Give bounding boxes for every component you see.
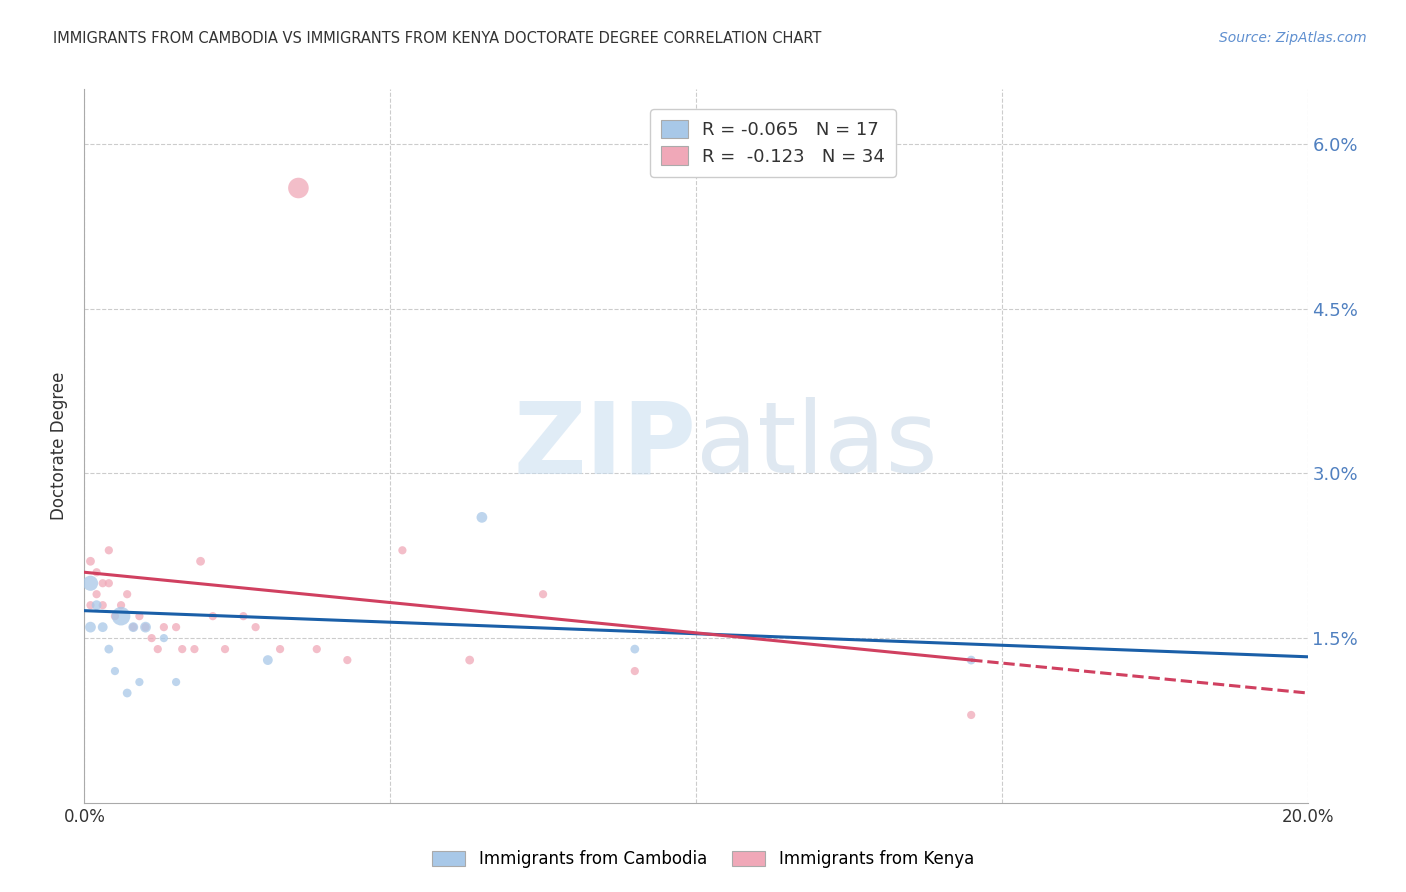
Point: [214, 642, 236, 657]
Point: [128, 675, 150, 690]
Point: [79, 598, 101, 612]
Point: [110, 609, 132, 624]
Point: [86, 566, 108, 580]
Point: [172, 642, 194, 657]
Legend: R = -0.065   N = 17, R =  -0.123   N = 34: R = -0.065 N = 17, R = -0.123 N = 34: [650, 109, 896, 177]
Y-axis label: Doctorate Degree: Doctorate Degree: [51, 372, 69, 520]
Text: ZIP: ZIP: [513, 398, 696, 494]
Point: [79, 620, 101, 634]
Point: [458, 653, 481, 667]
Point: [391, 543, 413, 558]
Point: [153, 631, 176, 645]
Point: [190, 554, 212, 568]
Point: [86, 587, 108, 601]
Point: [104, 664, 127, 678]
Point: [86, 598, 108, 612]
Point: [305, 642, 328, 657]
Point: [122, 620, 145, 634]
Point: [471, 510, 494, 524]
Text: atlas: atlas: [696, 398, 938, 494]
Point: [165, 675, 187, 690]
Point: [97, 543, 120, 558]
Point: [104, 609, 127, 624]
Point: [128, 609, 150, 624]
Point: [624, 664, 647, 678]
Point: [79, 554, 101, 568]
Point: [146, 642, 169, 657]
Point: [110, 598, 132, 612]
Point: [245, 620, 267, 634]
Point: [135, 620, 157, 634]
Point: [531, 587, 554, 601]
Point: [183, 642, 205, 657]
Point: [232, 609, 254, 624]
Point: [153, 620, 176, 634]
Point: [624, 642, 647, 657]
Point: [91, 576, 114, 591]
Point: [97, 642, 120, 657]
Text: Source: ZipAtlas.com: Source: ZipAtlas.com: [1219, 31, 1367, 45]
Point: [122, 620, 145, 634]
Point: [91, 620, 114, 634]
Point: [97, 576, 120, 591]
Point: [141, 631, 163, 645]
Point: [135, 620, 157, 634]
Point: [257, 653, 280, 667]
Point: [960, 653, 983, 667]
Point: [336, 653, 359, 667]
Point: [287, 181, 309, 195]
Point: [115, 587, 138, 601]
Point: [91, 598, 114, 612]
Text: IMMIGRANTS FROM CAMBODIA VS IMMIGRANTS FROM KENYA DOCTORATE DEGREE CORRELATION C: IMMIGRANTS FROM CAMBODIA VS IMMIGRANTS F…: [53, 31, 821, 46]
Point: [201, 609, 224, 624]
Point: [165, 620, 187, 634]
Point: [960, 708, 983, 723]
Point: [115, 686, 138, 700]
Point: [79, 576, 101, 591]
Point: [269, 642, 291, 657]
Legend: Immigrants from Cambodia, Immigrants from Kenya: Immigrants from Cambodia, Immigrants fro…: [426, 844, 980, 875]
